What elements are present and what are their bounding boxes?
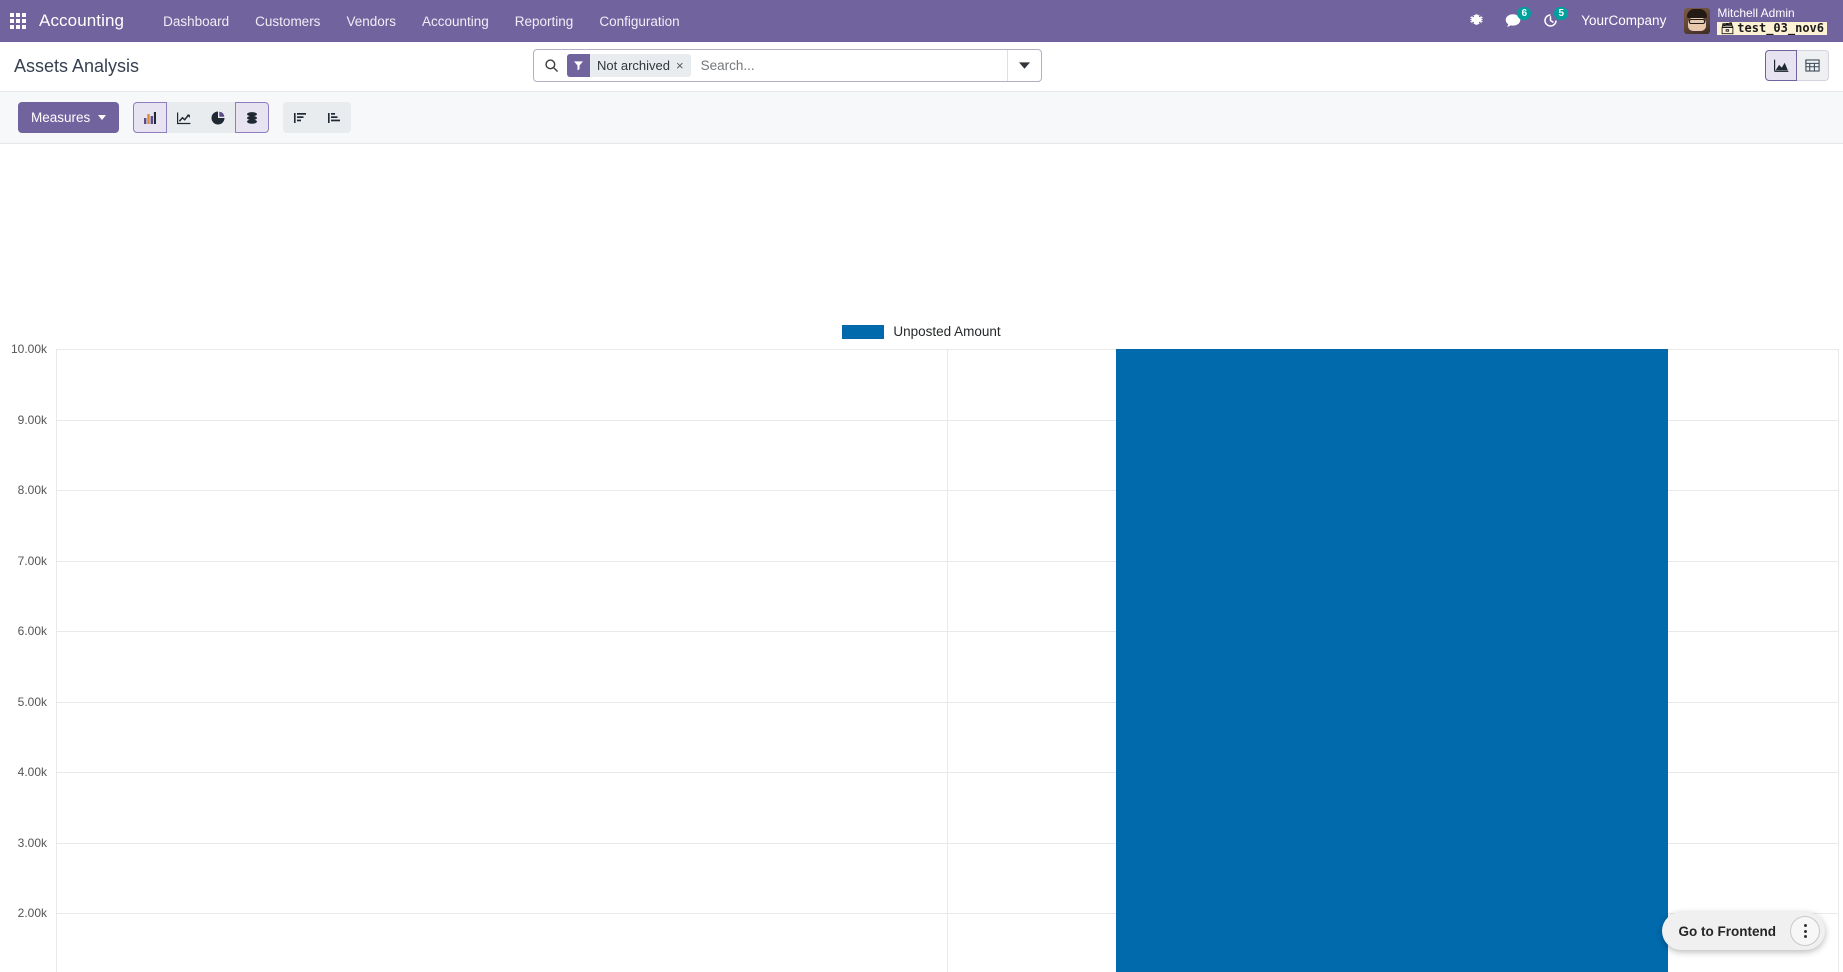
clock-icon[interactable]: 5	[1532, 6, 1569, 35]
list-view-button[interactable]	[1797, 50, 1829, 81]
menu-item-configuration[interactable]: Configuration	[599, 13, 680, 29]
filter-icon	[567, 54, 590, 77]
company-switcher[interactable]: YourCompany	[1581, 13, 1667, 29]
database-name: test_03_nov6	[1737, 21, 1824, 36]
y-axis-tick-label: 2.00k	[17, 906, 47, 920]
measures-button[interactable]: Measures	[18, 102, 120, 133]
main-menu: Dashboard Customers Vendors Accounting R…	[150, 3, 693, 40]
menu-item-customers[interactable]: Customers	[255, 13, 321, 29]
line-chart-button[interactable]	[167, 102, 202, 133]
vertical-dots-icon[interactable]	[1790, 916, 1820, 946]
search-dropdown-toggle[interactable]	[1007, 50, 1041, 81]
search-icon	[534, 58, 567, 73]
control-panel: Assets Analysis Not archived ×	[0, 42, 1843, 92]
x-gridline	[947, 349, 948, 972]
menu-item-accounting[interactable]: Accounting	[421, 13, 489, 29]
chat-icon[interactable]: 6	[1494, 6, 1532, 36]
navbar-right-section: 6 5 YourCompany Mitchell Admin 🗃 test_03…	[1459, 5, 1831, 37]
menu-item-reporting[interactable]: Reporting	[514, 13, 574, 29]
y-axis-tick-label: 5.00k	[17, 694, 47, 709]
user-info: Mitchell Admin 🗃 test_03_nov6	[1717, 7, 1827, 35]
menu-item-dashboard[interactable]: Dashboard	[163, 13, 230, 29]
chevron-down-icon	[98, 115, 107, 120]
pie-chart-button[interactable]	[201, 102, 236, 133]
view-switcher	[1765, 50, 1829, 81]
stacked-button[interactable]	[235, 102, 270, 133]
legend-swatch-unposted-amount	[842, 324, 885, 339]
messages-badge: 6	[1517, 6, 1532, 20]
y-axis-tick-label: 10.00k	[10, 342, 47, 356]
bar-chart-button[interactable]	[133, 102, 168, 133]
plot-area: 01.00k2.00k3.00k4.00k5.00k6.00k7.00k8.00…	[11, 342, 1839, 972]
app-brand-accounting[interactable]: Accounting	[39, 11, 125, 30]
avatar	[1684, 7, 1711, 34]
apps-grid-icon[interactable]	[10, 13, 26, 29]
bug-icon[interactable]	[1459, 7, 1494, 34]
sort-descending-button[interactable]	[283, 102, 318, 133]
x-gridline	[1838, 349, 1839, 972]
search-view[interactable]: Not archived ×	[533, 49, 1042, 82]
top-navbar: Accounting Dashboard Customers Vendors A…	[0, 0, 1843, 42]
y-axis-tick-label: 9.00k	[17, 412, 47, 427]
chart-legend: Unposted Amount	[0, 324, 1843, 339]
sort-group	[283, 102, 352, 133]
chart-bar[interactable]	[1116, 349, 1668, 972]
graph-view-button[interactable]	[1765, 50, 1797, 81]
user-menu[interactable]: Mitchell Admin 🗃 test_03_nov6	[1678, 5, 1831, 37]
menu-item-vendors[interactable]: Vendors	[346, 13, 396, 29]
database-badge: 🗃 test_03_nov6	[1717, 22, 1827, 35]
search-facet-not-archived[interactable]: Not archived ×	[567, 54, 691, 77]
facet-remove-icon[interactable]: ×	[675, 58, 684, 73]
search-input[interactable]	[698, 57, 1007, 74]
graph-view: Unposted Amount 01.00k2.00k3.00k4.00k5.0…	[0, 144, 1843, 972]
y-axis-tick-label: 3.00k	[17, 835, 47, 850]
graph-toolbar: Measures	[0, 92, 1843, 144]
facet-label: Not archived	[597, 58, 670, 73]
y-axis-tick-label: 8.00k	[17, 483, 47, 497]
measures-label: Measures	[31, 110, 91, 125]
activities-badge: 5	[1554, 7, 1569, 21]
legend-label-unposted-amount: Unposted Amount	[893, 324, 1001, 339]
frontend-fab: Go to Frontend	[1661, 912, 1825, 950]
y-axis-tick-label: 4.00k	[17, 765, 47, 779]
x-gridline	[56, 349, 57, 972]
user-name: Mitchell Admin	[1717, 6, 1795, 21]
sort-ascending-button[interactable]	[317, 102, 352, 133]
page-title: Assets Analysis	[14, 56, 140, 76]
y-axis-tick-label: 7.00k	[17, 553, 47, 568]
chart-type-group	[133, 102, 270, 133]
go-to-frontend-button[interactable]: Go to Frontend	[1678, 923, 1776, 939]
database-icon: 🗃	[1720, 21, 1735, 35]
y-axis-tick-label: 6.00k	[17, 624, 47, 638]
